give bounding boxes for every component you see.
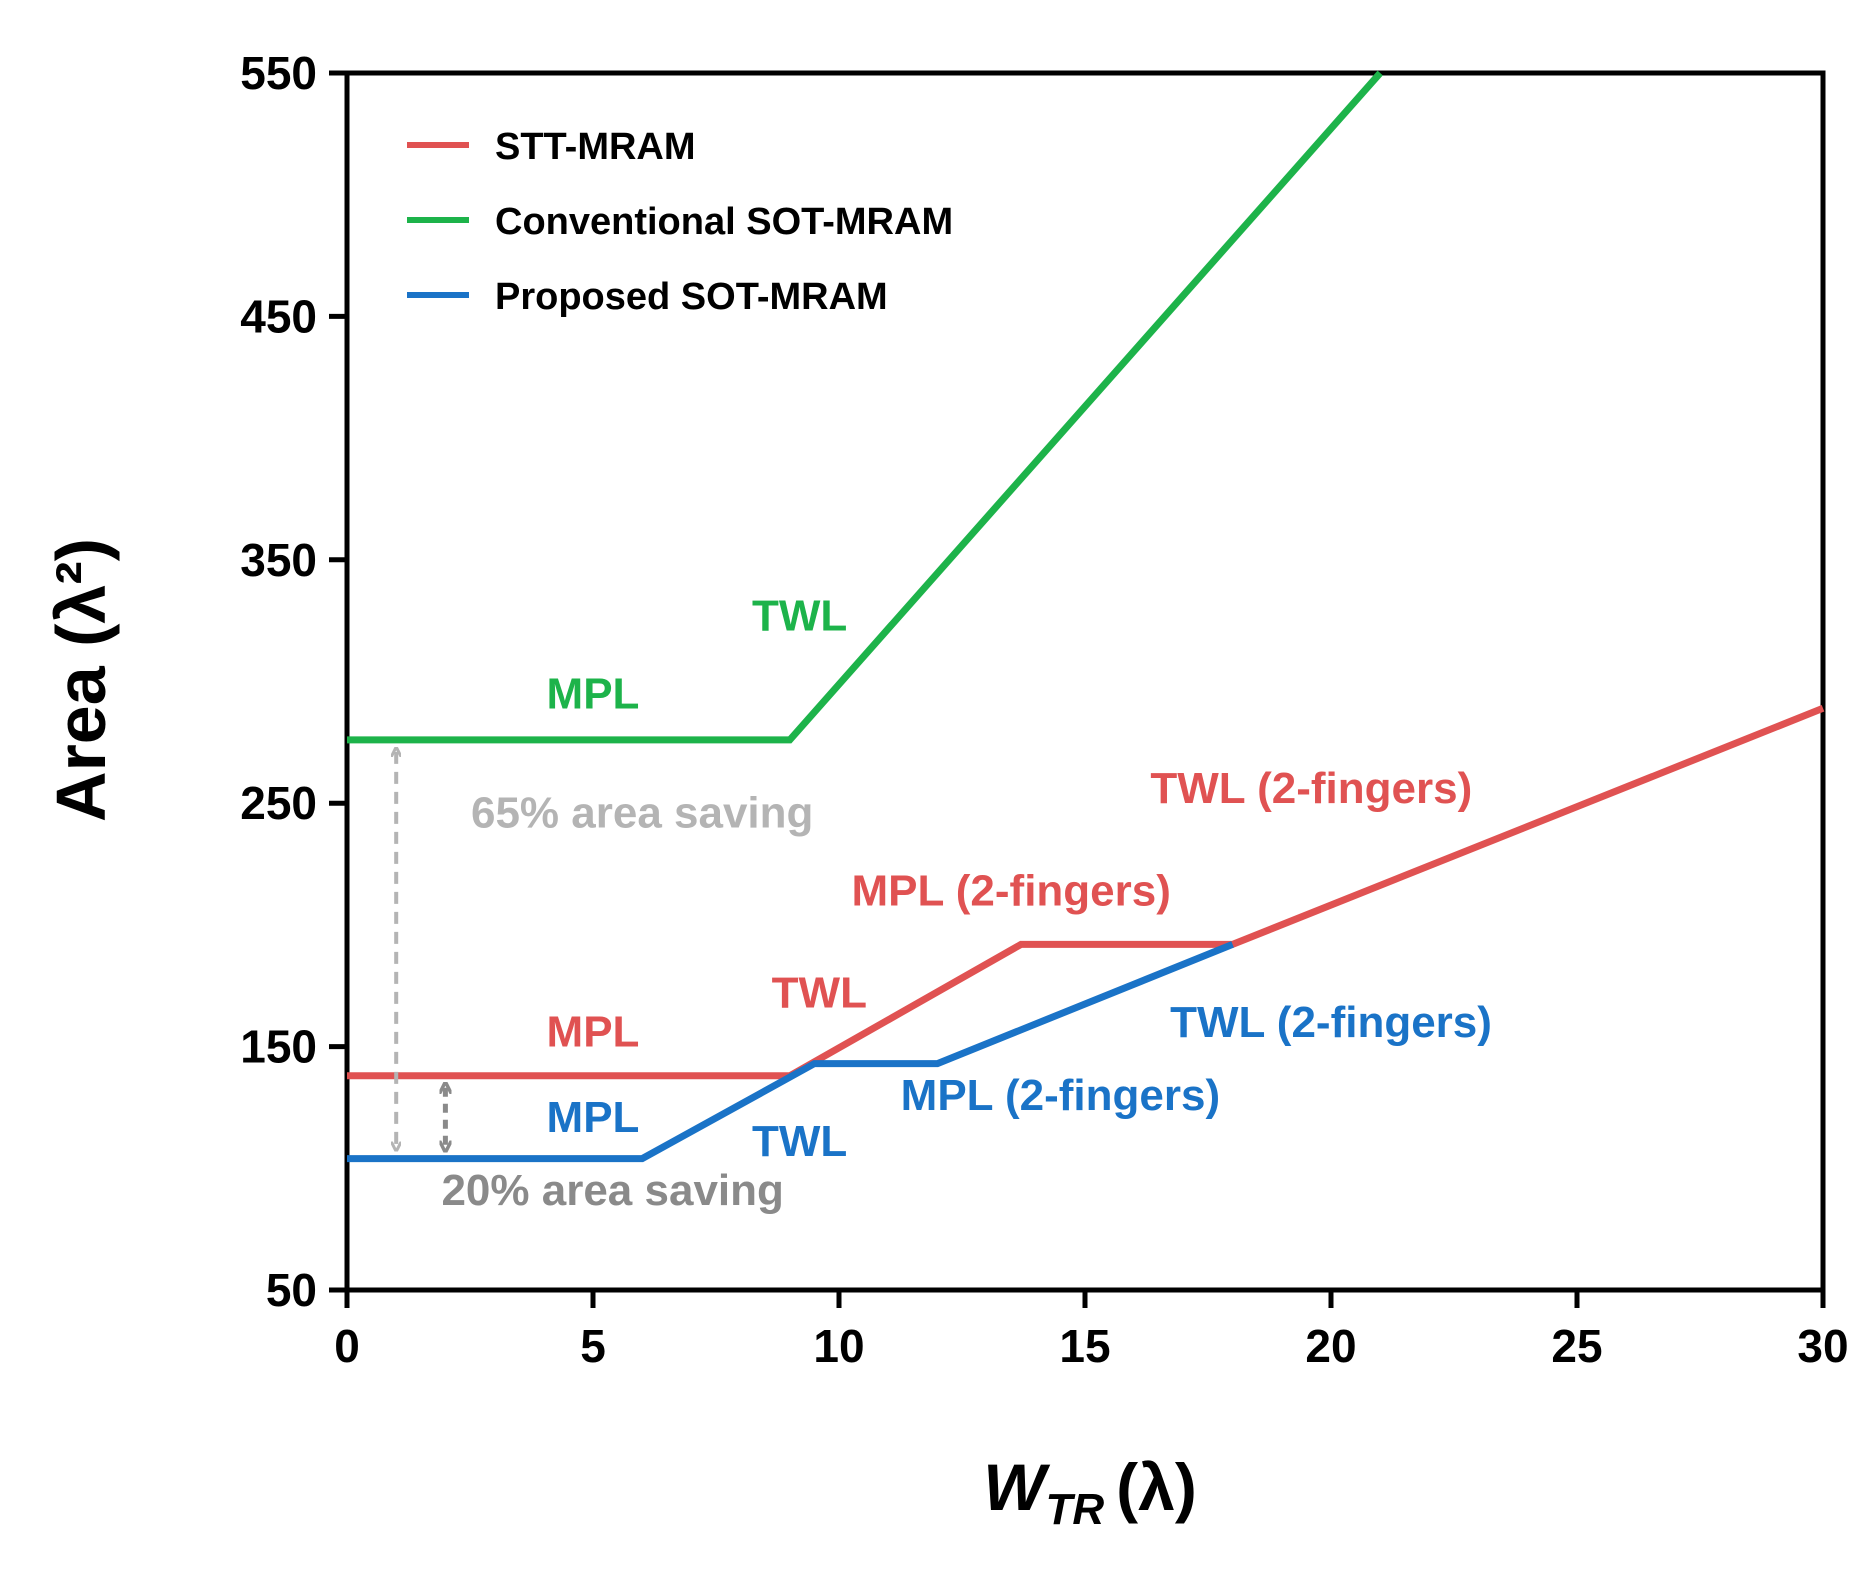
annotation-label: MPL (2-fingers) (901, 1071, 1220, 1120)
conventional-sot-mram-line (347, 70, 1383, 744)
x-axis-title-subscript: TR (1045, 1485, 1104, 1534)
annotation-label: MPL (547, 1093, 640, 1142)
legend-label: Proposed SOT-MRAM (495, 276, 888, 318)
annotation-label: MPL (2-fingers) (851, 866, 1170, 915)
annotation-label: 65% area saving (471, 789, 813, 838)
annotation-label: TWL (772, 969, 867, 1018)
y-tick-label: 50 (266, 1264, 317, 1316)
legend: STT-MRAM Conventional SOT-MRAM Proposed SO… (407, 126, 953, 318)
y-tick-label: 150 (240, 1021, 317, 1073)
annotation-label: TWL (2-fingers) (1150, 764, 1472, 813)
x-axis: 0 5 10 15 20 25 30 (334, 1290, 1849, 1372)
x-axis-title-unit: (λ) (1116, 1450, 1197, 1524)
annotation-label: MPL (547, 1008, 640, 1057)
annotation-label: 20% area saving (441, 1166, 783, 1215)
annotation-label: TWL (2-fingers) (1170, 998, 1492, 1047)
annotation-label: TWL (752, 1117, 847, 1166)
x-axis-title: WTR (λ) (983, 1450, 1197, 1534)
annotation-label: MPL (547, 669, 640, 718)
proposed-sot-mram-line (347, 941, 1234, 1163)
x-tick-label: 5 (580, 1320, 606, 1372)
y-tick-label: 250 (240, 777, 317, 829)
x-tick-label: 10 (813, 1320, 864, 1372)
x-tick-label: 25 (1551, 1320, 1602, 1372)
x-tick-label: 30 (1797, 1320, 1848, 1372)
annotation-layer: MPL TWL MPL TWL MPL (2-fingers) TWL (2-finger… (441, 591, 1491, 1214)
y-axis-title: Area (λ²) (42, 538, 120, 822)
series-layer (347, 70, 1825, 1163)
y-axis: 50 150 250 350 450 550 (240, 47, 347, 1316)
x-tick-label: 0 (334, 1320, 360, 1372)
y-tick-label: 350 (240, 534, 317, 586)
legend-label: STT-MRAM (495, 126, 696, 168)
x-axis-title-main: W (983, 1450, 1050, 1524)
stt-mram-line (347, 705, 1825, 1080)
y-tick-label: 450 (240, 290, 317, 342)
x-tick-label: 15 (1059, 1320, 1110, 1372)
legend-label: Conventional SOT-MRAM (495, 201, 953, 243)
annotation-label: TWL (752, 591, 847, 640)
y-tick-label: 550 (240, 47, 317, 99)
x-tick-label: 20 (1305, 1320, 1356, 1372)
area-saving-arrows (396, 752, 445, 1147)
